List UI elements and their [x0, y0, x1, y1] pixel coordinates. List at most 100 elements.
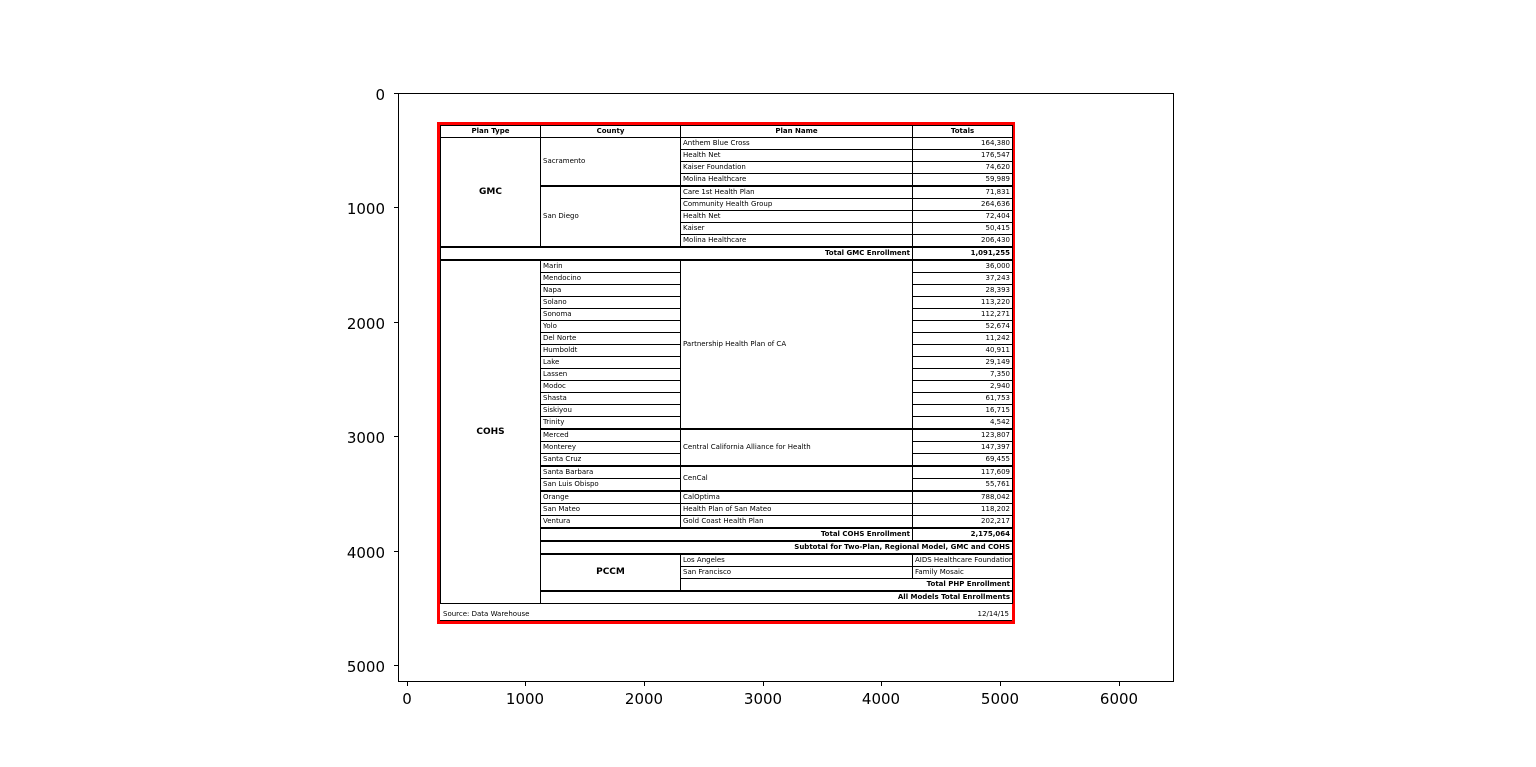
cell-plan-name-ccah: Central California Alliance for Health: [680, 428, 913, 467]
cell-plan-name: Care 1st Health Plan: [680, 185, 913, 199]
cell-plan-name-goldcoast: Gold Coast Health Plan: [680, 515, 913, 529]
table-row: Mendocino 37,243: [441, 272, 1013, 285]
xtick-mark-2000: [644, 682, 645, 686]
xtick-mark-0: [407, 682, 408, 686]
xtick-label-6000: 6000: [1099, 690, 1139, 708]
cell-plan-name: Molina Healthcare: [680, 234, 913, 248]
table-row: Napa 28,393: [441, 284, 1013, 297]
subtotal-label-cohs: Total COHS Enrollment: [540, 527, 913, 542]
table-row: Solano 113,220: [441, 296, 1013, 309]
cell-plan-name: AIDS Healthcare Foundation: [912, 553, 1013, 567]
cell-county: San Luis Obispo: [540, 478, 681, 492]
table-row: Modoc 2,940: [441, 380, 1013, 393]
cell-total: 74,620: [912, 161, 1013, 174]
table-row: Health Net 176,547: [441, 149, 1013, 162]
table-row: Siskiyou 16,715: [441, 404, 1013, 417]
cell-county: Orange: [540, 490, 681, 504]
ytick-label-0: 0: [375, 86, 385, 104]
ytick-mark-0: [394, 93, 398, 94]
column-header-plan-type: Plan Type: [440, 125, 541, 138]
cell-total: 61,753: [912, 392, 1013, 405]
column-header-totals: Totals: [912, 125, 1013, 138]
cell-total: 206,430: [912, 234, 1013, 248]
cell-total: 112,271: [912, 308, 1013, 321]
cell-plan-name: Anthem Blue Cross: [680, 137, 913, 150]
cell-county: Marin: [540, 259, 681, 273]
subtotal-value-gmc: 1,091,255: [912, 246, 1013, 261]
xtick-label-1000: 1000: [505, 690, 545, 708]
cell-county-san-diego: San Diego: [540, 185, 681, 248]
cell-total: 71,831: [912, 185, 1013, 199]
ytick-label-1000: 1000: [346, 200, 385, 218]
cell-county: Ventura: [540, 515, 681, 529]
cell-county: Trinity: [540, 416, 681, 430]
table-row: Santa Cruz 69,455: [441, 453, 1013, 467]
cell-total: 164,380: [912, 137, 1013, 150]
table-row: PCCM Los Angeles AIDS Healthcare Foundat…: [441, 553, 1013, 592]
xtick-label-0: 0: [402, 690, 412, 708]
cell-plan-name: Health Net: [680, 210, 913, 223]
cell-county: San Francisco: [680, 566, 913, 579]
cell-county: Merced: [540, 428, 681, 442]
cell-total: 117,609: [912, 465, 1013, 479]
cell-total: 29,149: [912, 356, 1013, 369]
cell-county: Siskiyou: [540, 404, 681, 417]
column-header-plan-name: Plan Name: [680, 125, 913, 138]
cell-total: 28,393: [912, 284, 1013, 297]
cell-plan-name-cencal: CenCal: [680, 465, 913, 492]
table-row: Orange CalOptima 788,042: [441, 490, 1013, 504]
table-row: Kaiser 50,415: [441, 222, 1013, 235]
cell-total: 52,674: [912, 320, 1013, 333]
cell-total: 788,042: [912, 490, 1013, 504]
cell-plan-name: Health Net: [680, 149, 913, 162]
table-row: GMC Sacramento Anthem Blue Cross 164,380: [440, 137, 1013, 248]
subtotal-row-gmc: Total GMC Enrollment 1,091,255: [440, 246, 1013, 261]
all-models-row: All Models Total Enrollments 10,132,875: [441, 590, 1013, 604]
cell-total: 72,404: [912, 210, 1013, 223]
table-row: Monterey 147,397: [441, 441, 1013, 454]
cell-county: San Mateo: [540, 503, 681, 516]
table-source-footer: Source: Data Warehouse 12/14/15: [440, 609, 1012, 621]
table-row: San Mateo Health Plan of San Mateo 118,2…: [441, 503, 1013, 516]
cell-total: 11,242: [912, 332, 1013, 345]
table-row: San Luis Obispo 55,761: [441, 478, 1013, 492]
all-models-label: All Models Total Enrollments: [540, 590, 1013, 604]
cell-county: Santa Cruz: [540, 453, 681, 467]
cell-county: Shasta: [540, 392, 681, 405]
cell-county: Mendocino: [540, 272, 681, 285]
xtick-label-2000: 2000: [624, 690, 664, 708]
cell-total: 50,415: [912, 222, 1013, 235]
cell-plan-name: Community Health Group: [680, 198, 913, 211]
source-date: 12/14/15: [977, 610, 1009, 618]
ytick-mark-4000: [394, 551, 398, 552]
cell-total: 202,217: [912, 515, 1013, 529]
ytick-mark-2000: [394, 322, 398, 323]
cell-plan-name: Kaiser Foundation: [680, 161, 913, 174]
cell-total: 264,636: [912, 198, 1013, 211]
table-row: Kaiser Foundation 74,620: [441, 161, 1013, 174]
cell-county: Humboldt: [540, 344, 681, 357]
cell-county: Sonoma: [540, 308, 681, 321]
cell-county: Lassen: [540, 368, 681, 381]
cell-plan-name-hpsm: Health Plan of San Mateo: [680, 503, 913, 516]
cell-total: 37,243: [912, 272, 1013, 285]
ytick-label-3000: 3000: [346, 429, 385, 447]
grand-subtotal-label: Subtotal for Two-Plan, Regional Model, G…: [540, 540, 1013, 555]
table-header-row: Plan Type County Plan Name Totals: [440, 125, 1013, 138]
ytick-label-5000: 5000: [346, 658, 385, 676]
table-row: Ventura Gold Coast Health Plan 202,217: [441, 515, 1013, 529]
table-row: Community Health Group 264,636: [441, 198, 1013, 211]
cell-total: 2,940: [912, 380, 1013, 393]
xtick-label-4000: 4000: [861, 690, 901, 708]
cell-total: 7,350: [912, 368, 1013, 381]
table-row: Molina Healthcare 206,430: [441, 234, 1013, 248]
cell-county: Lake: [540, 356, 681, 369]
xtick-mark-3000: [763, 682, 764, 686]
table-row: Molina Healthcare 59,989: [441, 173, 1013, 187]
xtick-mark-4000: [881, 682, 882, 686]
table-row: Santa Barbara CenCal 117,609: [441, 465, 1013, 492]
ytick-mark-1000: [394, 207, 398, 208]
cell-plan-name: Family Mosaic: [912, 566, 1013, 579]
ytick-label-2000: 2000: [346, 315, 385, 333]
table-row: Del Norte 11,242: [441, 332, 1013, 345]
